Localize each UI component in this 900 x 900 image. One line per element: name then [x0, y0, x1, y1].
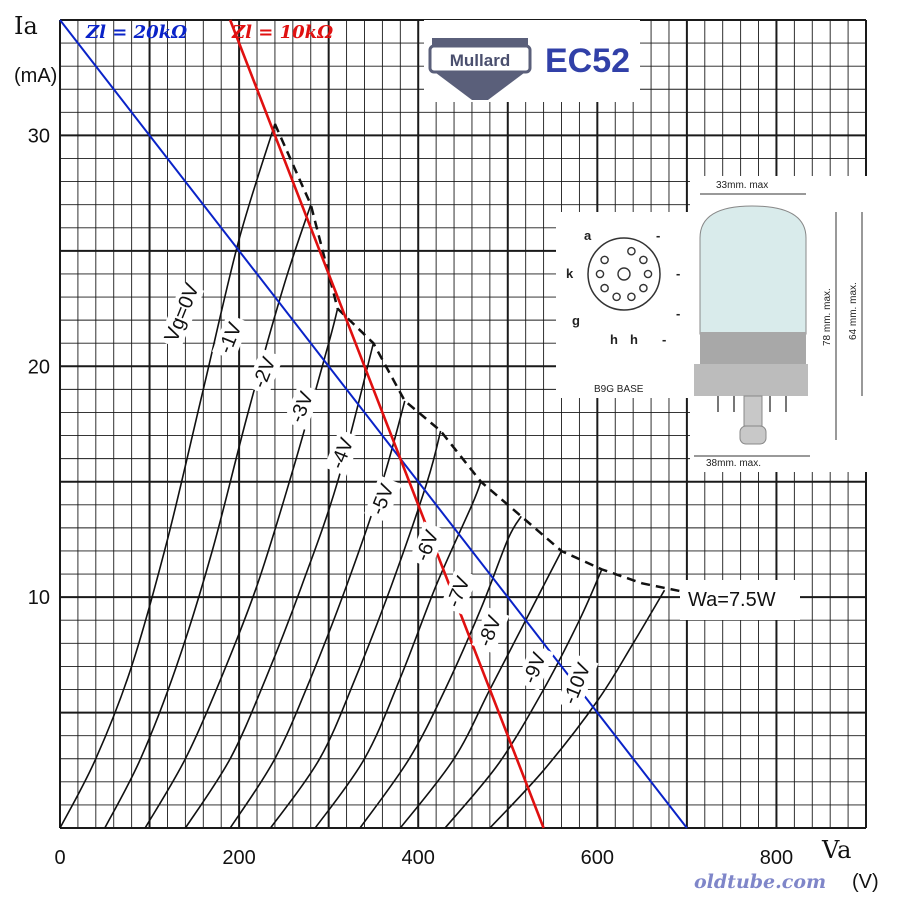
curve-label-bg: [212, 313, 250, 361]
top-width-label: 33mm. max: [716, 180, 768, 191]
base-pin: [595, 269, 605, 279]
base-caption: B9G BASE: [594, 384, 644, 395]
curve-label-bg: [364, 475, 402, 523]
load-line-0: [59, 19, 688, 829]
base-diagram-background: [556, 212, 692, 398]
dissipation-label-bg: [680, 580, 800, 620]
dissipation-label: Wa=7.5W: [688, 589, 776, 611]
tube-name: EC52: [545, 42, 630, 80]
load-line-1: [228, 19, 545, 829]
base-outline: [587, 237, 661, 311]
base-pin: [627, 246, 636, 256]
tube-drawing: 33mm. max 38mm. max. 78 mm. max. 64 mm. …: [690, 176, 876, 472]
x-axis-unit: (V): [852, 871, 879, 893]
mullard-logo-text: Mullard: [450, 51, 510, 70]
base-diagram: a k g h h - - - - B9G BASE: [556, 212, 692, 398]
pin-label-dash-4: -: [662, 332, 666, 347]
grid: [59, 19, 867, 829]
pin-label-h1: h: [610, 332, 618, 347]
curve-label-group-3: -3V: [283, 382, 322, 430]
x-tick-label: 800: [760, 847, 793, 869]
watermark: oldtube.com: [694, 871, 826, 893]
characteristic-curve-10: [489, 589, 666, 829]
curve-label-group-2: -2V: [246, 348, 284, 396]
base-pin: [600, 255, 609, 265]
base-pin: [639, 283, 648, 293]
bottom-width-label: 38mm. max.: [706, 458, 761, 469]
lower-base: [694, 364, 808, 396]
upper-base: [700, 332, 806, 366]
load-line-20k-label: Zl = 20kΩ: [85, 22, 187, 43]
characteristic-curve-0: [59, 123, 276, 829]
total-height-label: 78 mm. max.: [822, 288, 833, 346]
pin-label-dash-3: -: [676, 306, 680, 321]
characteristic-curve-9: [444, 569, 603, 829]
pin-label-dash-1: -: [656, 228, 660, 243]
x-tick-label: 0: [54, 847, 65, 869]
spigot-tip: [739, 425, 767, 445]
y-tick-label: 20: [28, 356, 50, 378]
characteristic-curve-7: [359, 515, 522, 829]
curve-label-bg: [323, 429, 362, 477]
curve-label-group-10: -10V: [556, 654, 599, 712]
brand-block: Mullard EC52: [424, 20, 640, 102]
y-tick-label: 30: [28, 125, 50, 147]
characteristic-curve-6: [314, 481, 482, 829]
curve-label-group-9: -9V: [516, 643, 555, 691]
base-pin: [612, 292, 621, 302]
load-lines: [59, 19, 688, 829]
dissipation-curve: [273, 123, 688, 594]
characteristic-curve-4: [229, 400, 406, 829]
curve-label-bg: [471, 606, 510, 654]
bulb: [699, 205, 807, 335]
pin-label-dash-2: -: [676, 266, 680, 281]
curve-label-bg: [516, 643, 555, 691]
seated-height-label: 64 mm. max.: [848, 282, 859, 340]
curve-label-bg: [556, 654, 599, 712]
mullard-logo-box: [428, 44, 532, 74]
y-tick-label: 10: [28, 587, 50, 609]
characteristic-curve-5: [269, 430, 442, 829]
dissipation-curve-line: [273, 123, 688, 594]
base-pin: [643, 269, 653, 279]
curve-label-group-1: -1V: [212, 313, 250, 361]
x-axis-label: Va: [821, 836, 851, 864]
pin-label-g: g: [572, 313, 580, 328]
curve-label-bg: [158, 281, 205, 350]
curve-label-group-8: -8V: [471, 606, 510, 654]
base-pin: [600, 283, 609, 293]
y-axis-label: Ia: [14, 12, 38, 40]
x-tick-label: 200: [222, 847, 255, 869]
curve-label-bg: [246, 348, 284, 396]
x-tick-label: 600: [581, 847, 614, 869]
pin-label-a: a: [584, 228, 592, 243]
curve-labels: Vg=0V -1V-2V-3V-4V-5V-6V-7V-8V-9V -10V: [158, 280, 599, 712]
curve-label-bg: [440, 567, 478, 615]
pin-label-k: k: [566, 266, 574, 281]
characteristic-curve-1: [104, 204, 312, 829]
spigot: [743, 395, 763, 427]
pin-label-h2: h: [630, 332, 638, 347]
curve-label-bg: [409, 521, 447, 569]
curve-label-bg: [283, 382, 322, 430]
base-spigot: [617, 267, 631, 281]
base-pin: [627, 292, 636, 302]
load-line-10k-label: Zl = 10kΩ: [231, 22, 333, 43]
base-pin: [639, 255, 648, 265]
characteristic-curves: [59, 123, 666, 829]
tick-labels: 0 200 400 600 800 10 20 30: [28, 125, 793, 869]
curve-label-group-0: Vg=0V: [158, 280, 205, 350]
characteristic-curve-2: [144, 308, 339, 829]
base-pins: [595, 246, 653, 302]
x-tick-label: 400: [402, 847, 435, 869]
y-axis-unit: (mA): [14, 65, 57, 87]
characteristic-curve-3: [184, 343, 375, 829]
